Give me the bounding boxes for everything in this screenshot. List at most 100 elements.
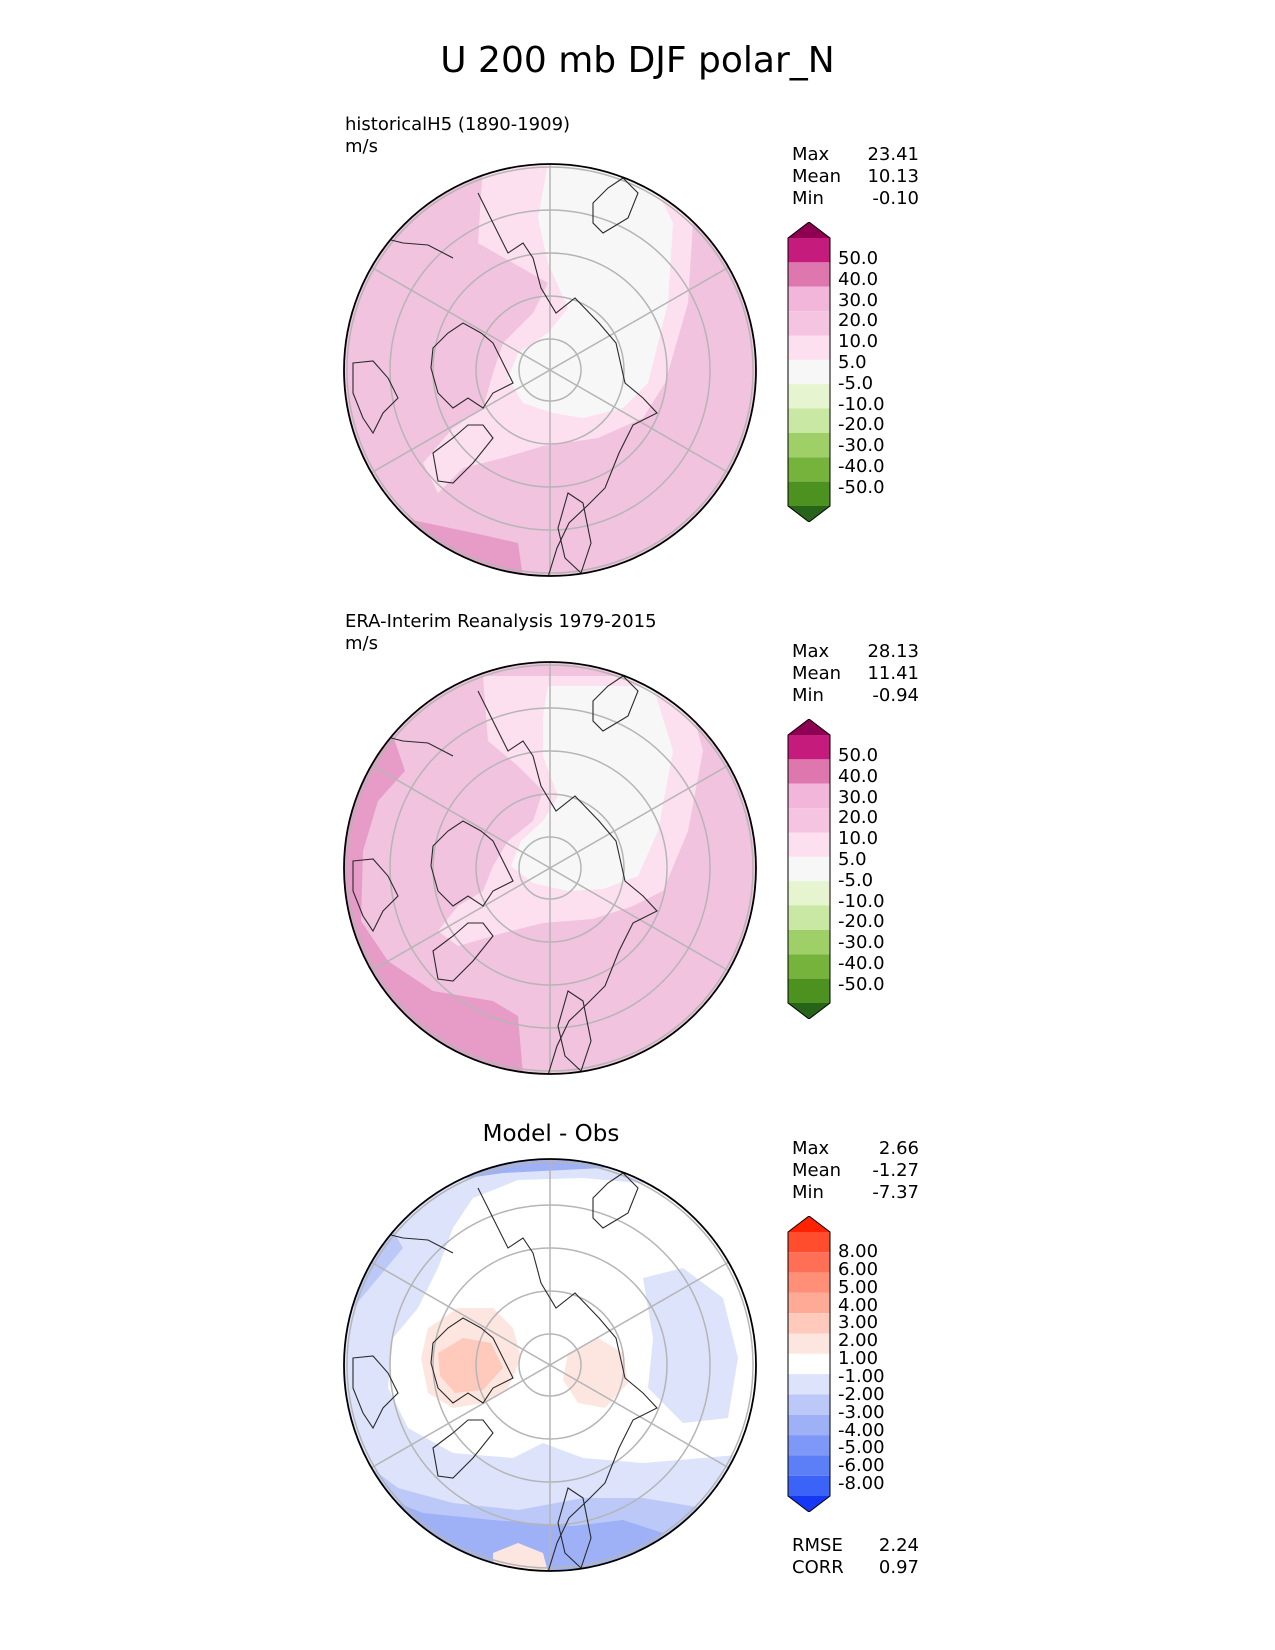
colorbar-tick-label: -3.00 <box>838 1401 885 1423</box>
colorbar-bin <box>788 856 830 882</box>
stat-max: Max 28.13 <box>792 641 919 662</box>
colorbar-tick-label: 10.0 <box>838 331 879 353</box>
panel-1-stats: Max 23.41 Mean 10.13 Min -0.10 <box>792 144 919 210</box>
stat-max: Max 2.66 <box>792 1138 919 1159</box>
panel-2-boundary <box>343 661 757 1075</box>
colorbar-bin <box>788 222 830 238</box>
colorbar-bin <box>788 735 830 760</box>
panel-1-units: m/s <box>345 136 378 157</box>
colorbar-outline <box>787 719 831 1019</box>
panel-1-boundary <box>343 163 757 577</box>
panel-3-graticule <box>346 1159 754 1571</box>
panel-3-map <box>343 1158 757 1572</box>
colorbar-tick-label: 5.0 <box>838 352 867 373</box>
colorbar-bin <box>788 262 830 287</box>
diff-plus-2-3-region <box>438 1338 503 1393</box>
colorbar-tick-label: 4.00 <box>838 1294 879 1316</box>
colorbar-bin <box>788 719 830 735</box>
colorbar-bin <box>788 1414 830 1436</box>
panel-2-units: m/s <box>345 633 378 654</box>
colorbar-tick-label: 20.0 <box>838 807 879 829</box>
stat-mean: Mean -1.27 <box>792 1160 919 1181</box>
colorbar-bin <box>788 905 830 930</box>
field-20-30-region <box>344 706 523 1074</box>
colorbar-bin <box>788 1272 830 1293</box>
colorbar-bin <box>788 881 830 906</box>
panel-3-metrics: RMSE 2.24 CORR 0.97 <box>792 1535 919 1579</box>
colorbar-bin <box>788 408 830 433</box>
colorbar-bin <box>788 1003 830 1019</box>
figure-title: U 200 mb DJF polar_N <box>440 40 835 81</box>
colorbar-tick-label: -50.0 <box>838 973 885 995</box>
panel-3-colorbar <box>787 1216 831 1512</box>
colorbar-tick-label: -20.0 <box>838 911 885 933</box>
colorbar-bin <box>788 808 830 833</box>
panel-2-graticule <box>346 662 754 1074</box>
colorbar-bin <box>788 359 830 385</box>
colorbar-bin <box>788 1216 830 1232</box>
panel-3-stats: Max 2.66 Mean -1.27 Min -7.37 <box>792 1138 919 1204</box>
colorbar-bin <box>788 1232 830 1253</box>
stat-mean: Mean 10.13 <box>792 166 919 187</box>
colorbar-bin <box>788 759 830 784</box>
panel-2-stats: Max 28.13 Mean 11.41 Min -0.94 <box>792 641 919 707</box>
colorbar-tick-label: -2.00 <box>838 1383 885 1405</box>
panel-2-coastlines <box>352 675 658 1074</box>
colorbar-bin <box>788 783 830 809</box>
colorbar-tick-label: -10.0 <box>838 393 885 415</box>
colorbar-tick-label: 30.0 <box>838 289 879 311</box>
colorbar-tick-label: -50.0 <box>838 476 885 498</box>
colorbar-tick-label: 1.00 <box>838 1348 879 1370</box>
panel-2-colorbar <box>787 719 831 1019</box>
colorbar-bin <box>788 432 830 458</box>
diff-minus-1-2-region <box>344 1159 756 1571</box>
stat-min: Min -0.10 <box>792 188 919 209</box>
colorbar-tick-label: 6.00 <box>838 1258 879 1280</box>
panel-1-graticule <box>346 164 754 576</box>
panel-2-label: ERA-Interim Reanalysis 1979-2015 m/s <box>345 611 657 655</box>
panel-2-name: ERA-Interim Reanalysis 1979-2015 <box>345 611 657 632</box>
diff-minus-6-8-region <box>344 1528 393 1571</box>
colorbar-bin <box>788 481 830 506</box>
colorbar-tick-label: -5.0 <box>838 372 874 394</box>
colorbar-bin <box>788 954 830 979</box>
colorbar-bin <box>788 335 830 360</box>
colorbar-tick-label: -6.00 <box>838 1455 885 1477</box>
colorbar-tick-label: 20.0 <box>838 310 879 332</box>
colorbar-bin <box>788 1394 830 1415</box>
colorbar-bin <box>788 978 830 1003</box>
colorbar-bin <box>788 384 830 409</box>
colorbar-bin <box>788 1496 830 1512</box>
panel-1-name: historicalH5 (1890-1909) <box>345 114 571 135</box>
colorbar-tick-label: 40.0 <box>838 268 879 290</box>
diff-minus-1-2-region <box>643 1268 738 1423</box>
colorbar-tick-label: -30.0 <box>838 932 885 954</box>
colorbar-bin <box>788 1435 830 1456</box>
stat-min: Min -0.94 <box>792 685 919 706</box>
colorbar-tick-label: -1.00 <box>838 1365 885 1387</box>
colorbar-bin <box>788 457 830 482</box>
diff-panel-title: Model - Obs <box>482 1121 620 1147</box>
colorbar-bin <box>788 286 830 312</box>
colorbar-tick-label: -8.00 <box>838 1473 885 1495</box>
colorbar-tick-label: 40.0 <box>838 765 879 787</box>
colorbar-bin <box>788 311 830 336</box>
panel-2-map <box>343 661 757 1075</box>
field-weak-region <box>511 686 673 891</box>
stat-max: Max 23.41 <box>792 144 919 165</box>
colorbar-bin <box>788 1292 830 1314</box>
colorbar-bin <box>788 1475 830 1496</box>
colorbar-bin <box>788 1353 830 1375</box>
colorbar-tick-label: -40.0 <box>838 456 885 477</box>
colorbar-tick-label: -5.0 <box>838 869 874 891</box>
colorbar-tick-label: -10.0 <box>838 890 885 912</box>
colorbar-bin <box>788 1252 830 1273</box>
colorbar-tick-label: 8.00 <box>838 1241 879 1262</box>
colorbar-tick-label: -4.00 <box>838 1419 885 1441</box>
colorbar-bin <box>788 238 830 263</box>
colorbar-tick-label: 50.0 <box>838 745 879 766</box>
colorbar-tick-label: 30.0 <box>838 786 879 808</box>
stat-mean: Mean 11.41 <box>792 663 919 684</box>
colorbar-bin <box>788 1455 830 1476</box>
colorbar-tick-label: 5.0 <box>838 849 867 870</box>
